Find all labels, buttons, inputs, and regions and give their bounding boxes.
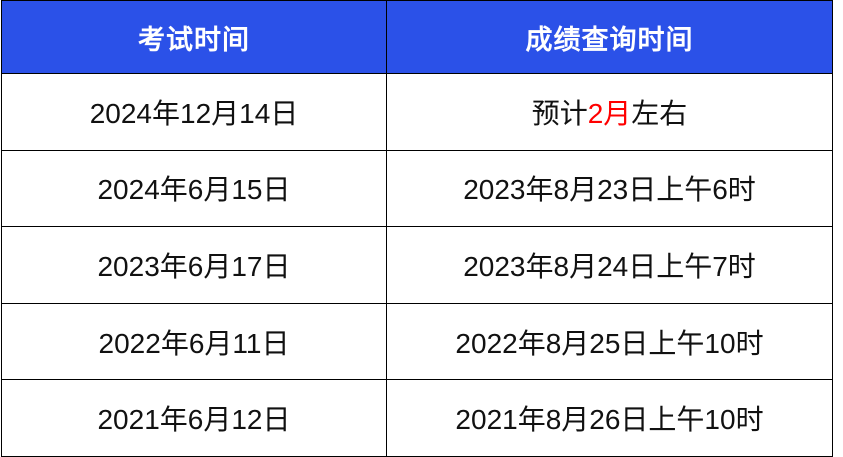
table-row: 2021年6月12日 2021年8月26日上午10时 (1, 379, 833, 457)
score-query-time-value: 2021年8月26日上午10时 (455, 404, 764, 436)
column-header-exam-time-label: 考试时间 (138, 24, 250, 55)
score-time-segment: 左右 (631, 97, 688, 129)
score-query-time-value: 预计2月左右 (532, 92, 688, 132)
exam-time-value: 2024年6月15日 (97, 174, 291, 206)
column-header-exam-time: 考试时间 (1, 0, 387, 74)
cell-score-query-time: 预计2月左右 (386, 73, 833, 151)
table-body: 2024年12月14日 预计2月左右 2024年6月15日 2023年8月23日… (1, 73, 833, 457)
cell-exam-time: 2022年6月11日 (1, 302, 387, 381)
exam-time-value: 2023年6月17日 (97, 250, 291, 282)
cell-exam-time: 2024年6月15日 (1, 149, 387, 228)
score-time-segment-highlight: 2月 (587, 97, 632, 129)
score-query-time-value: 2023年8月23日上午6时 (463, 174, 756, 206)
exam-time-value: 2024年12月14日 (89, 97, 299, 129)
score-query-time-value: 2022年8月25日上午10时 (455, 327, 764, 359)
table-header: 考试时间 成绩查询时间 (1, 0, 833, 74)
cell-exam-time: 2023年6月17日 (1, 226, 387, 304)
cell-score-query-time: 2021年8月26日上午10时 (386, 379, 833, 457)
cell-score-query-time: 2023年8月24日上午7时 (386, 226, 833, 304)
table-row: 2022年6月11日 2022年8月25日上午10时 (1, 302, 833, 381)
score-time-segment: 预计 (531, 97, 588, 129)
cell-score-query-time: 2023年8月23日上午6时 (386, 149, 833, 228)
column-header-score-query-time: 成绩查询时间 (386, 0, 833, 74)
column-header-score-query-time-label: 成绩查询时间 (525, 24, 694, 55)
table-row: 2024年12月14日 预计2月左右 (1, 73, 833, 151)
cell-exam-time: 2021年6月12日 (1, 379, 387, 457)
score-query-time-value: 2023年8月24日上午7时 (463, 250, 756, 282)
cell-exam-time: 2024年12月14日 (1, 73, 387, 151)
exam-time-value: 2021年6月12日 (97, 404, 291, 436)
exam-time-value: 2022年6月11日 (98, 327, 290, 359)
table-row: 2023年6月17日 2023年8月24日上午7时 (1, 226, 833, 304)
table-row: 2024年6月15日 2023年8月23日上午6时 (1, 149, 833, 228)
cell-score-query-time: 2022年8月25日上午10时 (386, 302, 833, 381)
table-header-row: 考试时间 成绩查询时间 (1, 0, 833, 74)
